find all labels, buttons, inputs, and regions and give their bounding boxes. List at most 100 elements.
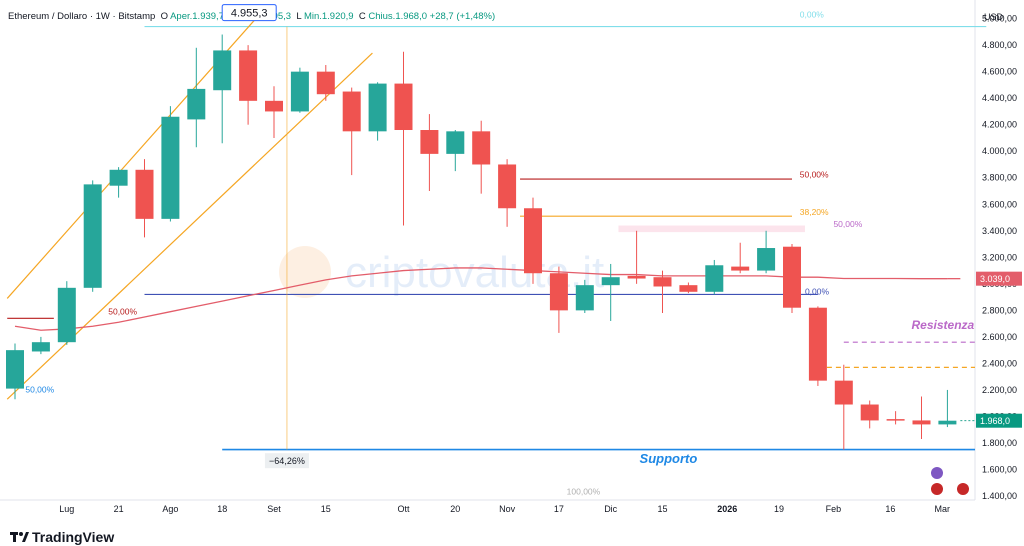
price-tick-label: 1.400,00 <box>982 491 1017 501</box>
candle-body <box>498 164 517 209</box>
time-tick-label: Mar <box>934 504 950 514</box>
support-label: Supporto <box>640 451 698 466</box>
symbol-label: Ethereum / Dollaro · 1W · Bitstamp <box>8 11 156 22</box>
time-tick-label: Set <box>267 504 281 514</box>
candle-body <box>938 420 957 425</box>
time-tick-label: 21 <box>114 504 124 514</box>
fib-label: 50,00% <box>833 219 862 229</box>
candle-body <box>420 130 439 154</box>
time-tick-label: 20 <box>450 504 460 514</box>
time-tick-label: 2026 <box>717 504 737 514</box>
low-key: L <box>296 11 302 22</box>
candle-body <box>316 71 335 95</box>
fib-label: 0,00% <box>800 9 825 19</box>
candle-body <box>187 88 206 120</box>
candle-body <box>886 419 905 421</box>
price-tick-label: 4.800,00 <box>982 40 1017 50</box>
close-key: C <box>358 11 366 22</box>
candle-body <box>757 248 776 271</box>
flag-icon <box>957 483 969 495</box>
flag-icon <box>931 483 943 495</box>
time-tick-label: 15 <box>657 504 667 514</box>
candle-body <box>912 420 931 425</box>
candle-body <box>472 131 491 165</box>
ma-price-badge-box <box>976 271 1022 286</box>
resistance-label: Resistenza <box>912 318 975 332</box>
candle-body <box>627 275 646 279</box>
price-tick-label: 1.600,00 <box>982 464 1017 474</box>
time-tick-label: Feb <box>826 504 842 514</box>
time-tick-label: Lug <box>59 504 74 514</box>
candle-body <box>575 285 594 311</box>
price-tick-label: 3.200,00 <box>982 252 1017 262</box>
price-tick-label: 4.000,00 <box>982 146 1017 156</box>
resistance-zone <box>618 225 805 233</box>
time-tick-label: 15 <box>321 504 331 514</box>
current-price-badge: 1.968,0 <box>980 416 1010 426</box>
time-tick-label: 19 <box>774 504 784 514</box>
current-price-badge-box <box>976 413 1022 428</box>
time-tick-label: Dic <box>604 504 617 514</box>
candle-body <box>705 265 724 292</box>
candle-body <box>731 266 750 271</box>
candle-body <box>549 273 568 311</box>
price-tick-label: 3.600,00 <box>982 199 1017 209</box>
fib-label: 38,20% <box>800 207 829 217</box>
peak-label-box <box>221 4 277 22</box>
close-value: Chius.1.968,0 <box>368 11 428 22</box>
candle-body <box>57 287 76 343</box>
drop-label-box <box>264 453 309 469</box>
candle-body <box>653 277 672 287</box>
candle-body <box>446 131 465 154</box>
candle-body <box>601 277 620 286</box>
fib-label: 0,00% <box>805 286 830 296</box>
currency-label: USD <box>984 12 1004 22</box>
time-tick-label: Ott <box>397 504 410 514</box>
candle-body <box>679 285 698 292</box>
time-tick-label: 18 <box>217 504 227 514</box>
price-tick-label: 3.800,00 <box>982 173 1017 183</box>
price-tick-label: 2.600,00 <box>982 332 1017 342</box>
candle-body <box>83 184 102 288</box>
candle-body <box>368 83 387 132</box>
candle-body <box>524 208 542 274</box>
change-value: +28,7 (+1,48%) <box>429 11 496 22</box>
candle-body <box>239 50 258 101</box>
candle-body <box>161 116 180 219</box>
time-tick-label: 16 <box>885 504 895 514</box>
candle-body <box>265 100 283 112</box>
price-tick-label: 3.400,00 <box>982 226 1017 236</box>
ma-price-badge: 3.039,0 <box>980 274 1010 284</box>
fib-label: 50,00% <box>800 170 829 180</box>
candle-body <box>290 71 309 112</box>
low-value: Min.1.920,9 <box>303 11 354 22</box>
drop-label: −64,26% <box>269 456 305 466</box>
candle-body <box>6 350 24 389</box>
fib-label: 50,00% <box>108 306 137 316</box>
time-tick-label: 17 <box>554 504 564 514</box>
peak-label: 4.955,3 <box>231 8 268 20</box>
candle-body <box>860 404 879 421</box>
price-tick-label: 1.800,00 <box>982 438 1017 448</box>
candle-body <box>394 83 413 131</box>
candle-body <box>109 169 128 186</box>
open-key: O <box>160 11 168 22</box>
price-tick-label: 2.800,00 <box>982 305 1017 315</box>
price-tick-label: 5.000,00 <box>982 14 1017 24</box>
candle-body <box>135 169 154 219</box>
price-tick-label: 4.600,00 <box>982 67 1017 77</box>
candle-body <box>783 246 801 308</box>
time-tick-label: Ago <box>162 504 178 514</box>
tradingview-logo-icon <box>10 532 29 542</box>
watermark-logo-icon <box>279 246 331 298</box>
candle-body <box>213 50 232 91</box>
candle-body <box>808 307 827 381</box>
candle-body <box>342 91 361 132</box>
candle-body <box>834 380 853 405</box>
fib-label: 50,00% <box>25 385 54 395</box>
price-tick-label: 2.200,00 <box>982 385 1017 395</box>
brand-label: TradingView <box>32 529 115 545</box>
price-tick-label: 2.400,00 <box>982 358 1017 368</box>
lightning-icon <box>931 467 943 479</box>
